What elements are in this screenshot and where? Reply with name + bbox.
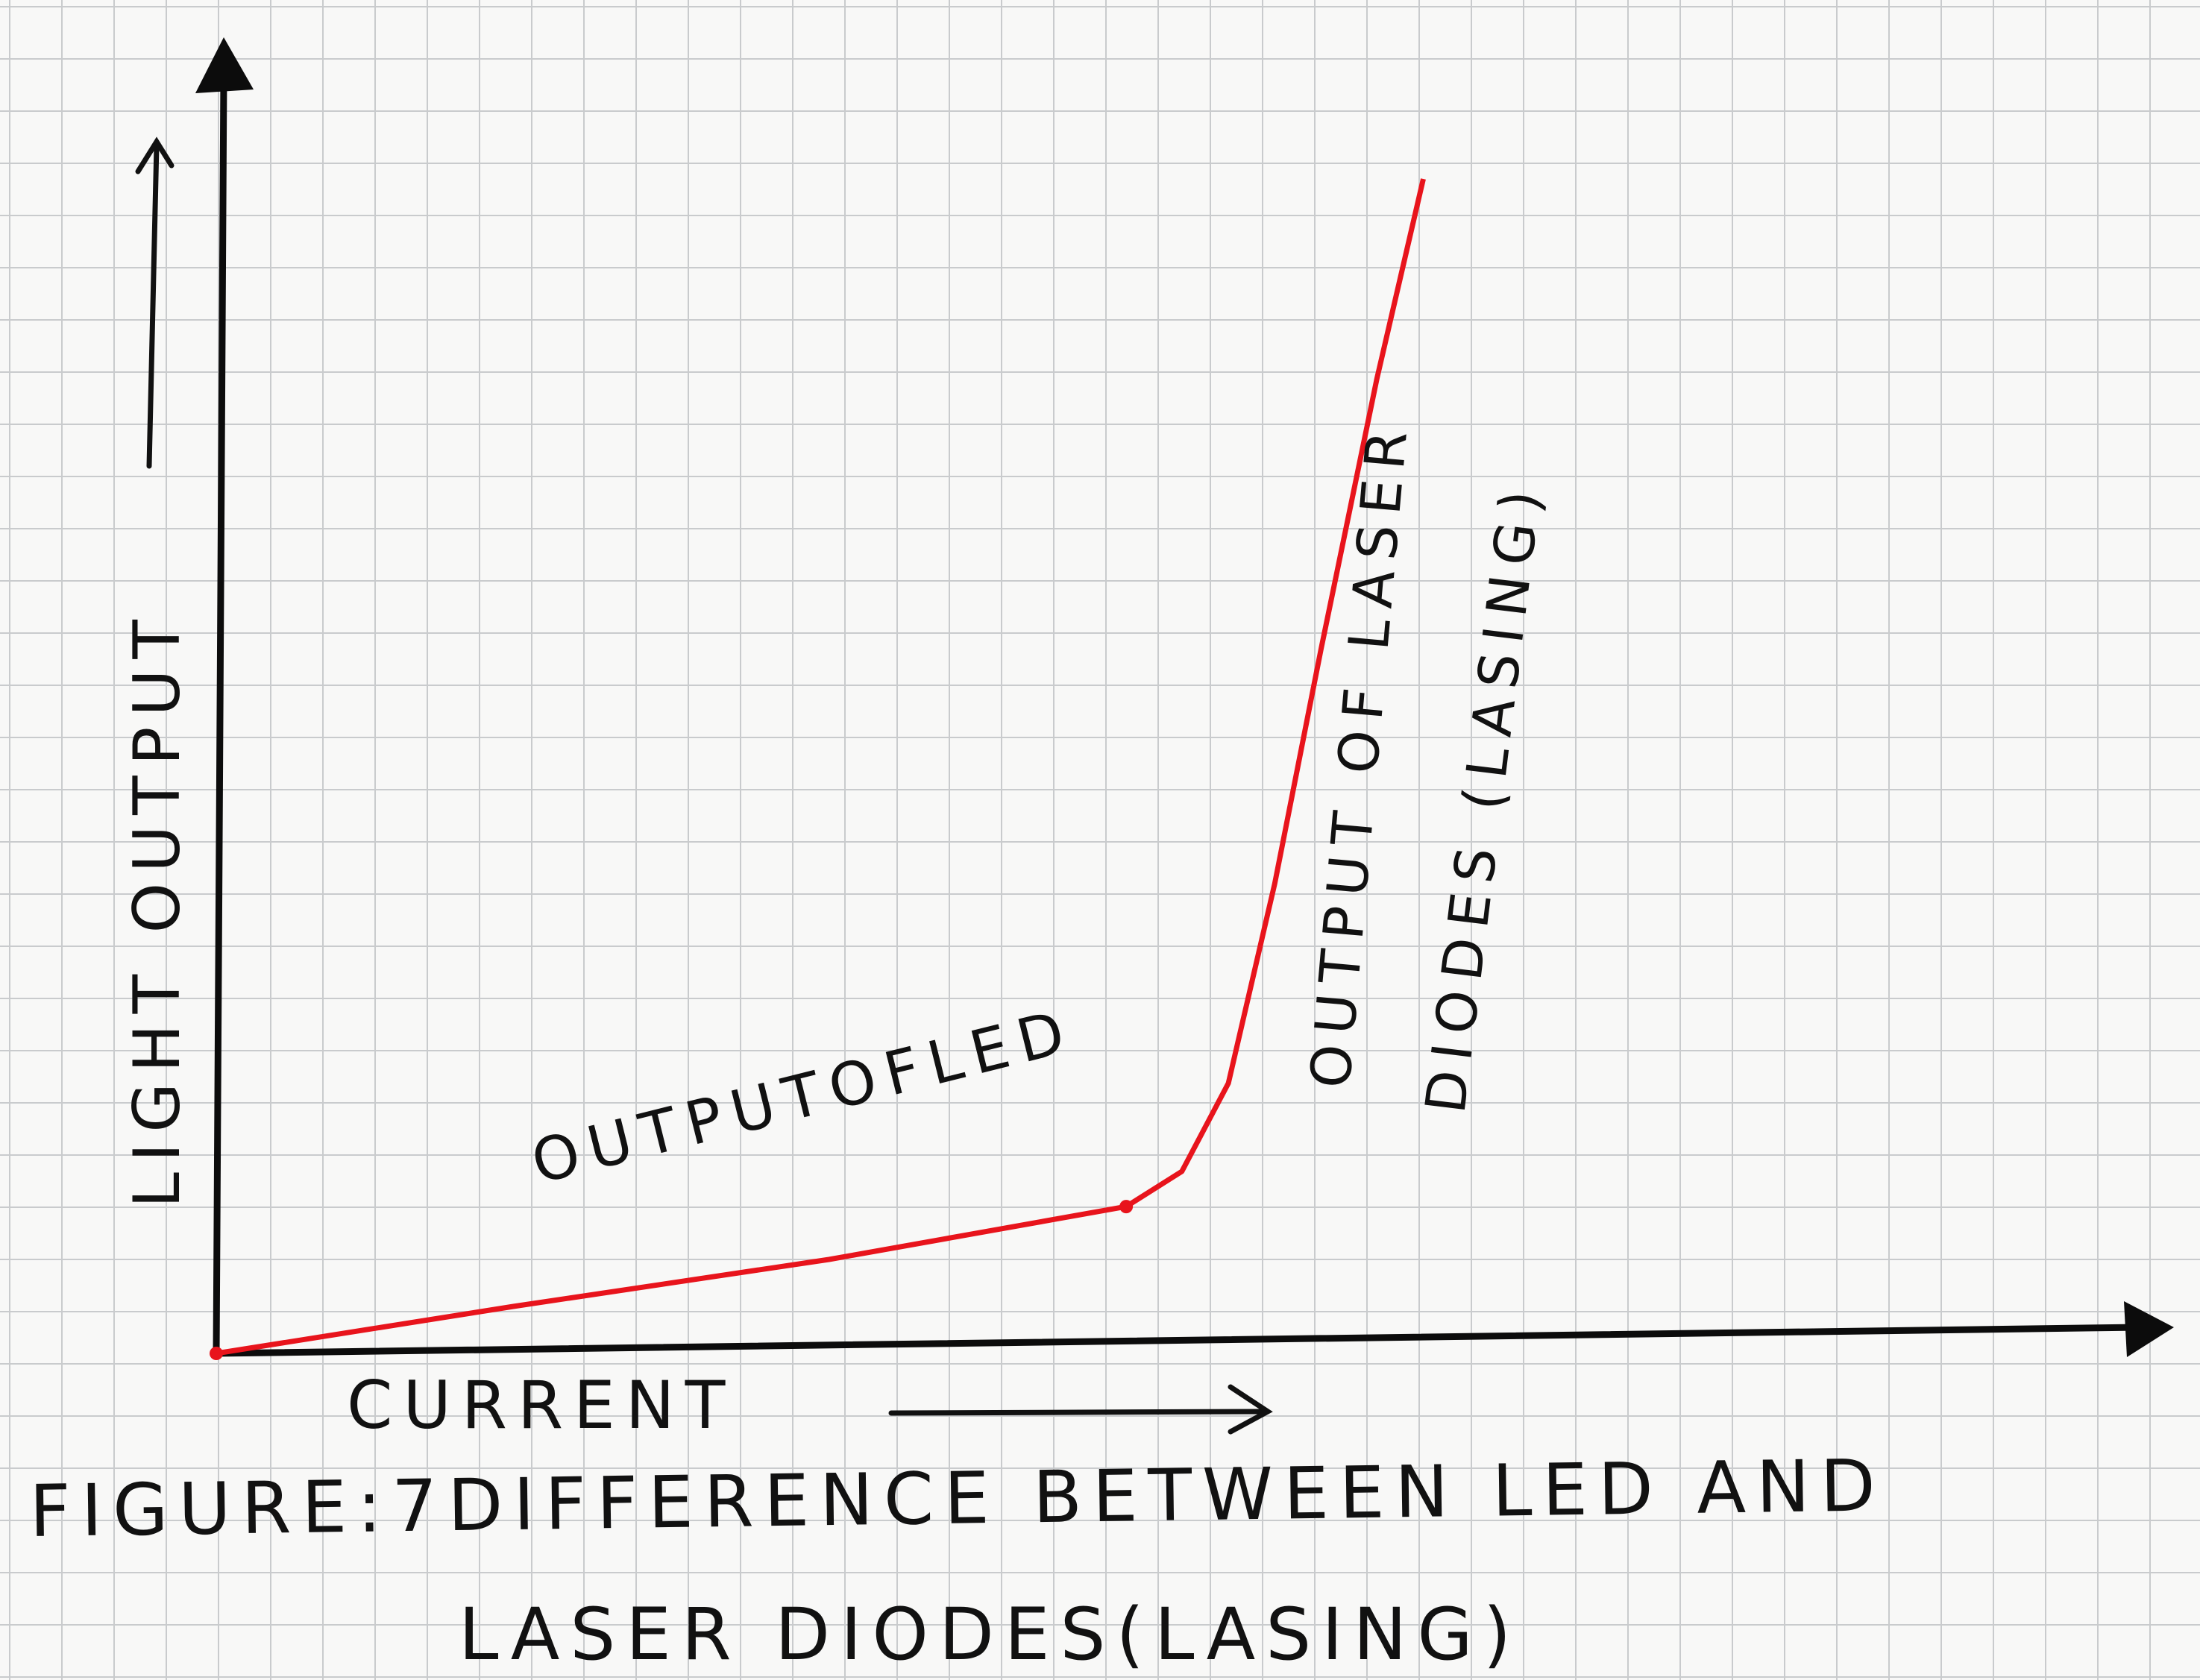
- laser-annotation-line1: OUTPUT OF LASER: [1298, 418, 1421, 1090]
- data-point: [210, 1347, 223, 1360]
- data-point: [1119, 1200, 1134, 1214]
- x-axis-label: CURRENT: [347, 1367, 735, 1444]
- y-label-arrow-head: [135, 136, 175, 174]
- y-axis-arrowhead: [195, 37, 254, 93]
- laser-annotation-line2: DIODES (LASING): [1414, 476, 1555, 1116]
- y-axis-label: LIGHT OUTPUT: [120, 609, 195, 1208]
- y-label-arrow-shaft: [146, 142, 160, 469]
- y-axis: [213, 71, 227, 1357]
- x-label-arrow-shaft: [888, 1409, 1267, 1416]
- x-axis-arrowhead: [2124, 1301, 2174, 1357]
- figure-caption-line1: FIGURE:7DIFFERENCE BETWEEN LED AND: [29, 1444, 1887, 1553]
- led-annotation: OUTPUTOFLED: [525, 995, 1081, 1198]
- figure-caption-line2: LASER DIODES(LASING): [459, 1593, 1521, 1676]
- x-label-arrow-head: [1228, 1384, 1273, 1435]
- series-line: [216, 178, 1426, 1356]
- x-axis: [213, 1324, 2144, 1357]
